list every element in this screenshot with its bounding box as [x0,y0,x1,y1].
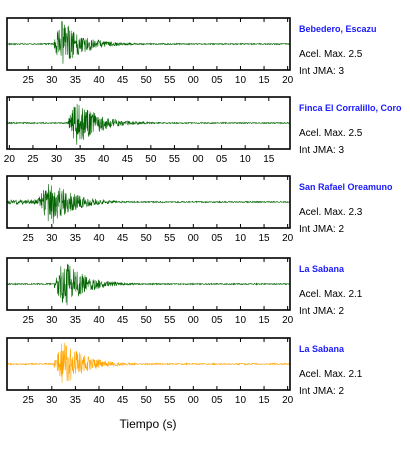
waveform-trace [6,20,291,64]
x-tick-label: 55 [164,315,176,326]
x-tick-label: 55 [164,395,176,406]
x-tick-label: 50 [141,315,153,326]
x-tick-label: 35 [75,154,87,165]
x-tick-label: 20 [4,154,16,165]
waveform-trace [6,263,291,306]
x-tick-label: 35 [70,75,82,86]
jma-intensity-label: Int JMA: 2 [299,386,344,397]
x-tick-label: 45 [117,233,129,244]
x-tick-label: 40 [98,154,110,165]
x-tick-label: 55 [164,75,176,86]
x-tick-label: 25 [23,395,35,406]
x-tick-label: 50 [141,233,153,244]
x-tick-label: 20 [282,395,294,406]
x-tick-label: 50 [141,75,153,86]
x-tick-label: 05 [211,233,223,244]
x-tick-label: 25 [27,154,39,165]
x-tick-label: 00 [188,233,200,244]
x-tick-label: 15 [258,315,270,326]
max-acceleration-label: Acel. Max. 2.3 [299,207,363,218]
station-name: La Sabana [299,344,345,354]
max-acceleration-label: Acel. Max. 2.1 [299,369,363,380]
x-tick-label: 45 [117,395,129,406]
station-name: La Sabana [299,264,345,274]
x-tick-label: 15 [258,395,270,406]
x-tick-label: 30 [46,395,58,406]
x-tick-label: 45 [117,315,129,326]
seismogram-panel: 25 30 35 40 45 50 55 00 05 10 15 20 La Sabana Acel. M… [6,257,363,326]
panel-frame [6,337,291,391]
x-tick-label: 10 [235,233,247,244]
x-tick-label: 45 [117,75,129,86]
x-tick-label: 10 [240,154,252,165]
x-tick-label: 35 [70,395,82,406]
x-tick-label: 10 [235,395,247,406]
panel-frame [6,96,291,150]
waveform-trace [6,103,291,145]
x-axis-label: Tiempo (s) [120,417,177,431]
jma-intensity-label: Int JMA: 2 [299,306,344,317]
x-tick-label: 30 [46,75,58,86]
seismogram-panel: 25 30 35 40 45 50 55 00 05 10 15 20 La Sabana Acel. M… [6,337,363,406]
x-tick-label: 05 [211,315,223,326]
x-tick-label: 00 [188,315,200,326]
jma-intensity-label: Int JMA: 3 [299,145,344,156]
x-tick-label: 30 [46,315,58,326]
jma-intensity-label: Int JMA: 2 [299,224,344,235]
max-acceleration-label: Acel. Max. 2.1 [299,289,363,300]
x-tick-label: 20 [282,75,294,86]
panel-frame [6,175,291,229]
x-tick-label: 15 [263,154,275,165]
x-tick-label: 15 [258,75,270,86]
x-tick-label: 30 [46,233,58,244]
x-tick-label: 05 [216,154,228,165]
seismogram-panel: 25 30 35 40 45 50 55 00 05 10 15 20 San Rafael Oream… [6,175,393,244]
max-acceleration-label: Acel. Max. 2.5 [299,128,363,139]
x-tick-label: 25 [23,233,35,244]
x-tick-label: 10 [235,75,247,86]
x-tick-label: 35 [70,315,82,326]
x-tick-label: 45 [122,154,134,165]
x-tick-label: 50 [145,154,157,165]
x-tick-label: 35 [70,233,82,244]
x-tick-label: 40 [93,75,105,86]
x-tick-label: 25 [23,75,35,86]
panel-frame [6,17,291,71]
seismogram-panel: 25 30 35 40 45 50 55 00 05 10 15 20 Bebedero, Escazu… [6,17,377,86]
station-name: Bebedero, Escazu [299,24,377,34]
x-tick-label: 20 [282,233,294,244]
x-tick-label: 25 [23,315,35,326]
x-tick-label: 20 [282,315,294,326]
x-tick-label: 00 [192,154,204,165]
x-tick-label: 05 [211,395,223,406]
x-tick-label: 40 [93,395,105,406]
x-tick-label: 50 [141,395,153,406]
x-tick-label: 30 [51,154,63,165]
station-name: Finca El Corralillo, Coro [299,103,402,113]
x-tick-label: 15 [258,233,270,244]
x-tick-label: 05 [211,75,223,86]
x-tick-label: 40 [93,315,105,326]
x-tick-label: 00 [188,75,200,86]
x-tick-label: 10 [235,315,247,326]
x-tick-label: 40 [93,233,105,244]
jma-intensity-label: Int JMA: 3 [299,66,344,77]
max-acceleration-label: Acel. Max. 2.5 [299,49,363,60]
x-tick-label: 55 [169,154,181,165]
waveform-trace [6,342,291,383]
waveform-trace [6,184,291,224]
station-name: San Rafael Oreamuno [299,182,393,192]
x-tick-label: 00 [188,395,200,406]
seismogram-panel: 20 25 30 35 40 45 50 55 00 05 10 15 Finca El Corrali… [4,96,402,165]
panel-frame [6,257,291,311]
x-tick-label: 55 [164,233,176,244]
